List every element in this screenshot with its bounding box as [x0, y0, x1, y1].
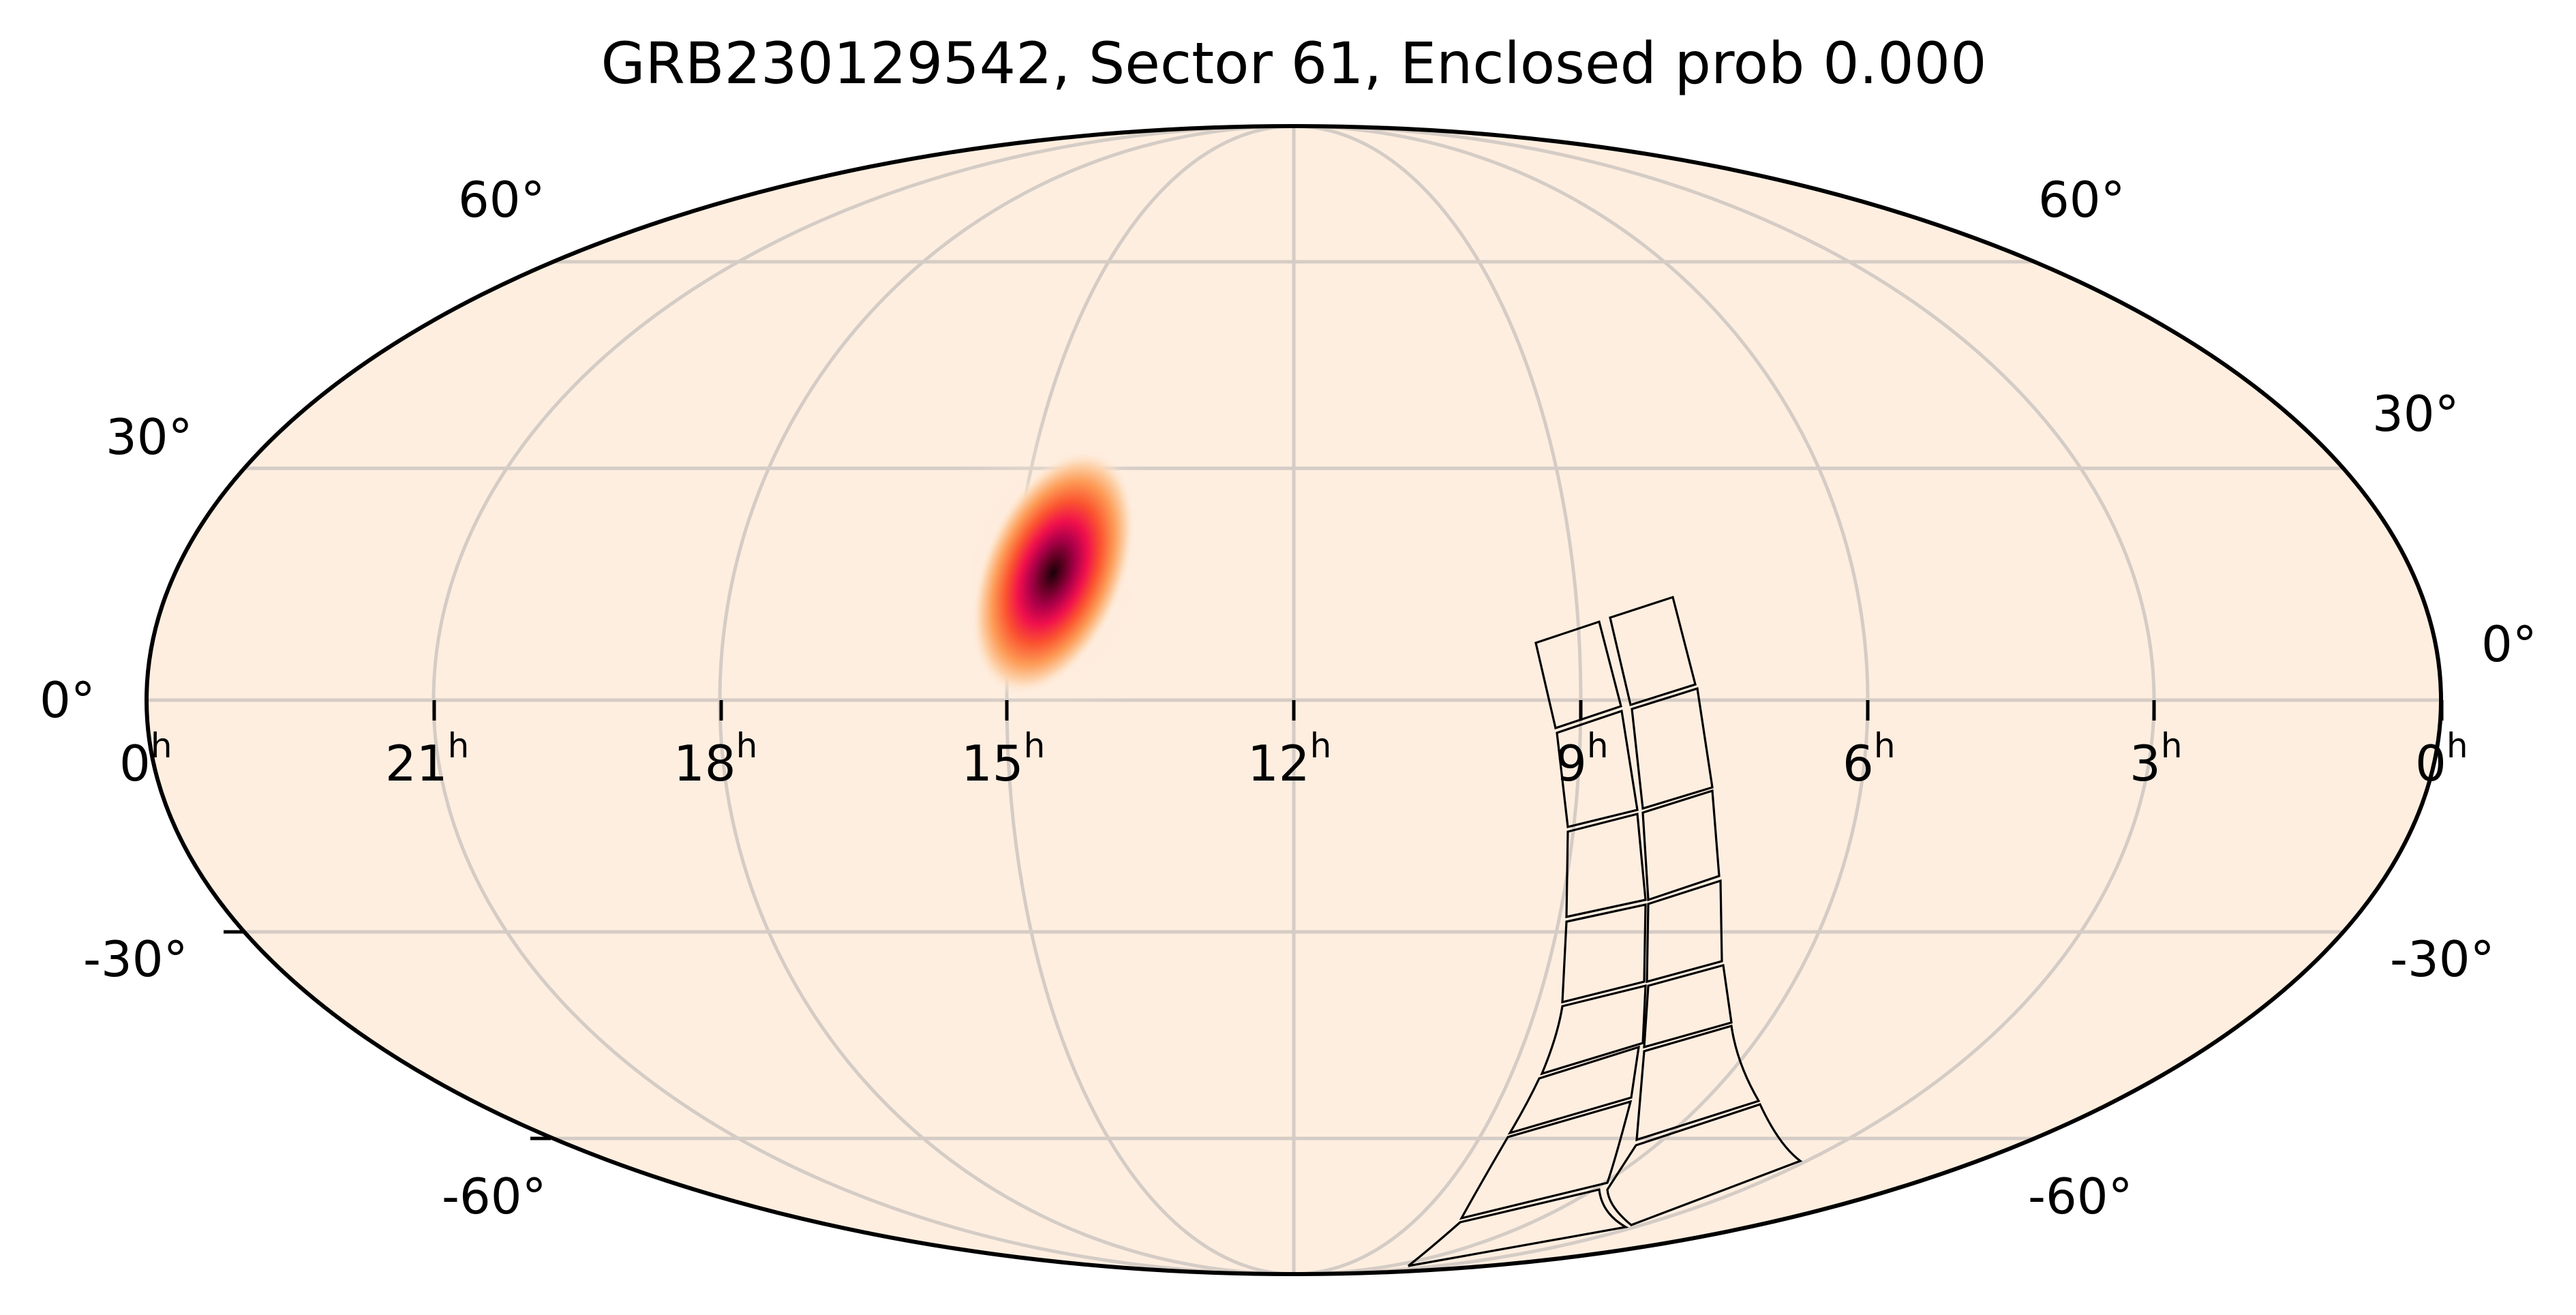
dec-ticks: [224, 930, 551, 1140]
ccd-6-2: [1635, 1024, 1761, 1142]
dec-label-0-right: 0°: [2481, 616, 2537, 673]
ccd-2-2: [1631, 686, 1714, 811]
dec-label-minus60-left: -60°: [442, 1168, 547, 1225]
ccd-2-1: [1556, 709, 1639, 828]
ra-label-0h-left: 0h: [119, 726, 172, 792]
ccd-5-2: [1643, 963, 1733, 1049]
ra-label-18h: 18h: [673, 726, 757, 792]
ra-label-12h: 12h: [1247, 726, 1331, 792]
ccd-7-2: [1606, 1103, 1803, 1226]
ccd-1-1: [1534, 620, 1622, 730]
dec-label-60-left: 60°: [458, 171, 545, 228]
plot-title: GRB230129542, Sector 61, Enclosed prob 0…: [601, 30, 1986, 97]
ccd-8-1: [1408, 1188, 1629, 1267]
ra-tick-labels: 0h 21h 18h 15h 12h 9h 6h 3h 0h: [119, 726, 2468, 792]
ra-label-9h: 9h: [1556, 726, 1609, 792]
ra-label-3h: 3h: [2130, 726, 2183, 792]
dec-label-30-left: 30°: [106, 408, 193, 466]
ccd-3-1: [1565, 812, 1647, 918]
dec-label-0-left: 0°: [40, 671, 95, 729]
dec-label-minus60-right: -60°: [2028, 1168, 2133, 1225]
ra-label-0h-right: 0h: [2415, 726, 2468, 792]
ra-label-15h: 15h: [961, 726, 1045, 792]
dec-label-60-right: 60°: [2038, 171, 2125, 228]
tess-footprint: [1408, 595, 1803, 1267]
dec-tick-labels-left: 60° 30° 0° -30° -60°: [40, 171, 547, 1225]
ccd-4-1: [1561, 903, 1647, 1004]
ra-label-21h: 21h: [385, 726, 469, 792]
ccd-4-2: [1646, 879, 1723, 984]
ccd-1-2: [1609, 595, 1697, 707]
localization-blob: [930, 409, 1176, 736]
ra-label-6h: 6h: [1843, 726, 1896, 792]
ccd-7-1: [1459, 1100, 1633, 1220]
dec-label-minus30-left: -30°: [83, 931, 188, 988]
dec-label-minus30-right: -30°: [2390, 931, 2495, 988]
ccd-3-2: [1641, 789, 1721, 902]
ccd-5-1: [1540, 984, 1647, 1076]
ra-ticks: [432, 700, 2444, 721]
ccd-6-1: [1507, 1045, 1640, 1135]
dec-tick-labels-right: 60° 30° 0° -30° -60°: [2028, 171, 2537, 1225]
dec-label-30-right: 30°: [2372, 385, 2459, 442]
